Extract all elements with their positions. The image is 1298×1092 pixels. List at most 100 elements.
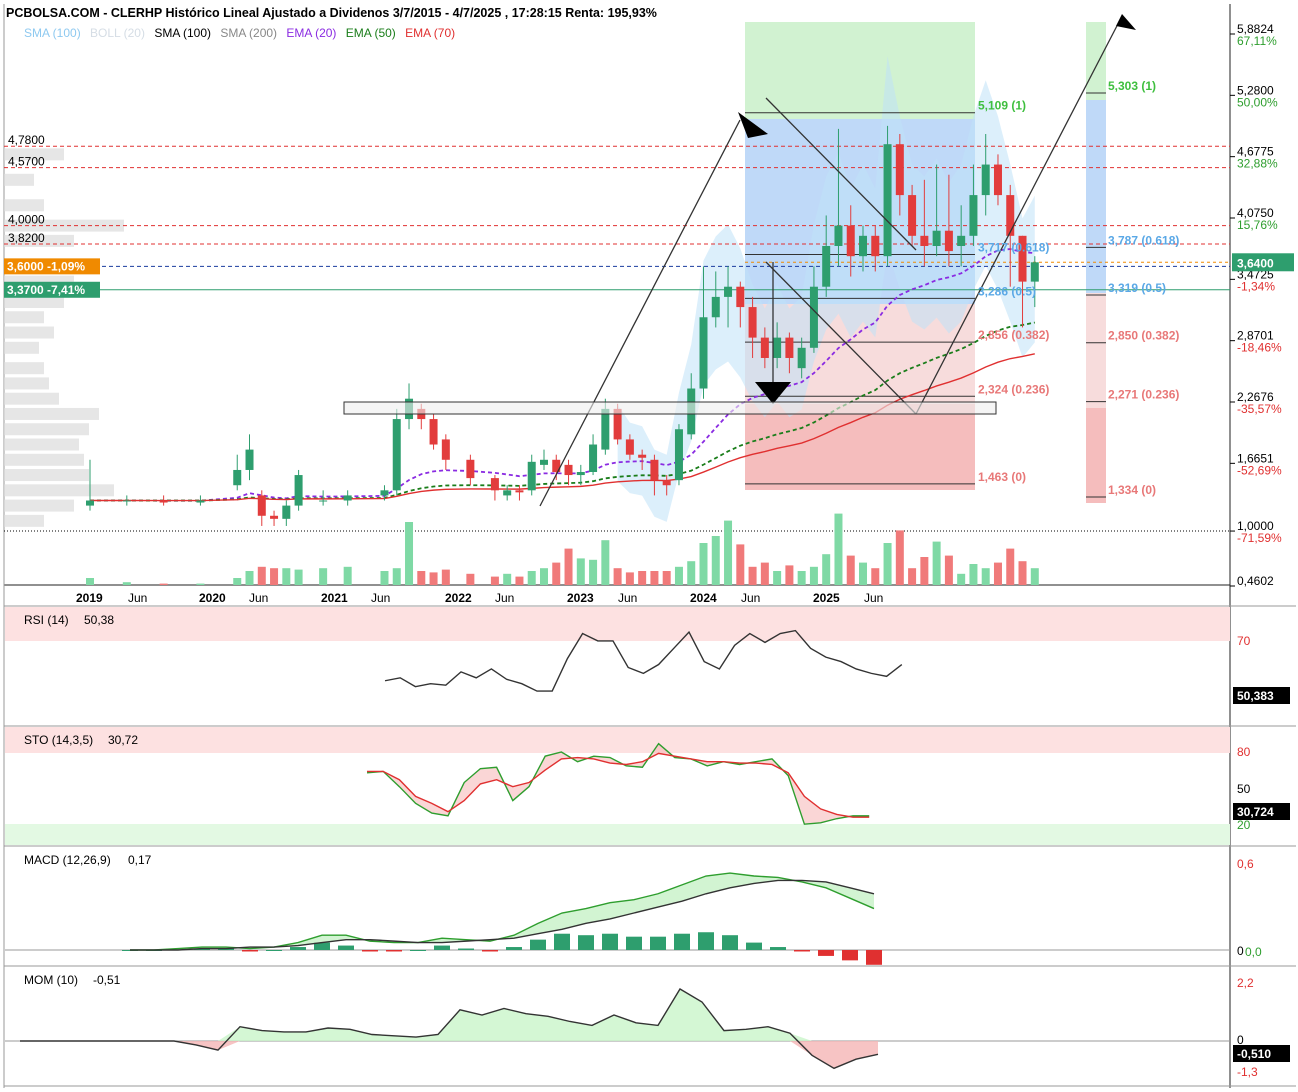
fib-right-label: 1,334 (0) <box>1108 483 1156 497</box>
level-badge <box>4 258 100 275</box>
candle-body <box>527 461 536 491</box>
macd-hist-bar <box>410 950 426 951</box>
macd-value: 0,17 <box>128 853 152 867</box>
candle-body <box>773 337 782 358</box>
rsi-readout: 50,383 <box>1237 689 1274 703</box>
candle-body <box>883 144 892 257</box>
candle-body <box>650 459 659 481</box>
fib-zone-green <box>745 22 975 119</box>
price-axis-pct: -35,57% <box>1237 402 1282 416</box>
macd-hist-bar <box>674 933 690 950</box>
price-axis-pct: -52,69% <box>1237 463 1282 477</box>
fib-right-label: 2,850 (0.382) <box>1108 329 1179 343</box>
legend-ema50[interactable]: EMA (50) <box>345 26 396 40</box>
macd-level-zero2: 0,0 <box>1245 945 1262 959</box>
volume-profile-bar <box>4 148 64 161</box>
projection-line <box>915 19 1121 415</box>
volume-bar <box>920 557 929 585</box>
candle-body <box>392 419 401 491</box>
x-axis-label: Jun <box>618 591 637 605</box>
candle-body <box>1006 195 1015 236</box>
candle-body <box>159 500 168 503</box>
arrow-head-projection <box>1116 14 1136 30</box>
macd-hist-bar <box>602 933 618 950</box>
macd-level-zero: 0 <box>1237 944 1244 958</box>
candle-body <box>748 307 757 338</box>
volume-profile-bar <box>4 311 44 324</box>
candle-body <box>613 408 622 440</box>
rsi-overbought-zone <box>5 607 1230 641</box>
volume-bar <box>797 571 806 585</box>
macd-label: MACD (12,26,9) <box>24 853 111 867</box>
candle-body <box>699 317 708 389</box>
candle-body <box>895 144 904 196</box>
volume-bar <box>773 571 782 585</box>
candle-body <box>282 505 291 519</box>
indicator-legend: SMA (100) BOLL (20) SMA (100) SMA (200) … <box>24 26 461 40</box>
price-axis-pct: -18,46% <box>1237 341 1282 355</box>
legend-boll20[interactable]: BOLL (20) <box>90 26 145 40</box>
x-axis-label: 2021 <box>321 591 348 605</box>
x-axis-label: 2020 <box>199 591 226 605</box>
candle-body <box>515 490 524 493</box>
legend-ema20[interactable]: EMA (20) <box>286 26 337 40</box>
volume-bar <box>503 573 512 585</box>
legend-sma100-black[interactable]: SMA (100) <box>154 26 212 40</box>
candle-body <box>429 419 438 445</box>
volume-bar <box>539 568 548 585</box>
candle-body <box>1030 262 1039 282</box>
volume-profile-bar <box>4 362 44 375</box>
volume-profile-bar <box>4 514 44 527</box>
fib-right-label: 2,271 (0.236) <box>1108 388 1179 402</box>
fib-right-label: 5,303 (1) <box>1108 79 1156 93</box>
candle-body <box>944 230 953 252</box>
volume-profile-bar <box>4 438 79 451</box>
candle-body <box>1018 235 1027 282</box>
sto-oversold-zone <box>5 824 1230 845</box>
volume-bar <box>319 568 328 585</box>
volume-bar <box>822 554 831 585</box>
candle-body <box>319 500 328 502</box>
macd-hist-bar <box>362 950 378 952</box>
x-axis: 2019 Jun 2020 Jun 2021 Jun 2022 Jun 2023 Jun 2024 J… <box>76 591 883 605</box>
candle-body <box>834 225 843 246</box>
legend-sma200[interactable]: SMA (200) <box>220 26 278 40</box>
price-axis-pct: 50,00% <box>1237 95 1278 109</box>
rsi-readout-bg <box>1233 687 1290 704</box>
price-axis-label: 2,2676 <box>1237 390 1274 404</box>
macd-hist-bar <box>194 948 210 950</box>
volume-bar <box>650 571 659 585</box>
volume-bar <box>417 571 426 585</box>
volume-bar <box>552 562 561 585</box>
volume-bar <box>466 573 475 585</box>
candle-body <box>724 286 733 297</box>
ema70-line <box>90 353 1035 502</box>
fib-left-label: 3,286 (0.5) <box>978 284 1036 298</box>
volume-bar <box>895 530 904 585</box>
volume-bar <box>601 540 610 585</box>
x-axis-label: Jun <box>864 591 883 605</box>
sto-level: 20 <box>1237 818 1251 832</box>
candle-body <box>625 439 634 455</box>
volume-bar <box>993 562 1002 585</box>
candle-body <box>797 347 806 369</box>
legend-sma100-blue[interactable]: SMA (100) <box>24 26 81 40</box>
left-level-label: 4,0000 <box>8 213 45 227</box>
macd-hist-bar <box>722 935 738 950</box>
left-level-label: 4,5700 <box>8 155 45 169</box>
rsi-line <box>384 629 903 692</box>
volume-bar <box>380 571 389 585</box>
volume-bar <box>270 568 279 585</box>
price-axis-label: 4,0750 <box>1237 206 1274 220</box>
fib-right-label: 3,319 (0.5) <box>1108 281 1166 295</box>
volume-bar <box>687 561 696 585</box>
volume-bar <box>859 562 868 585</box>
legend-ema70[interactable]: EMA (70) <box>405 26 456 40</box>
macd-hist-bar <box>218 948 234 950</box>
fib-left-label: 3,717 (0.618) <box>978 240 1049 254</box>
macd-hist-bar <box>842 950 858 961</box>
candle-body <box>466 459 475 479</box>
mom-label: MOM (10) <box>24 973 78 987</box>
volume-bar <box>1030 568 1039 585</box>
